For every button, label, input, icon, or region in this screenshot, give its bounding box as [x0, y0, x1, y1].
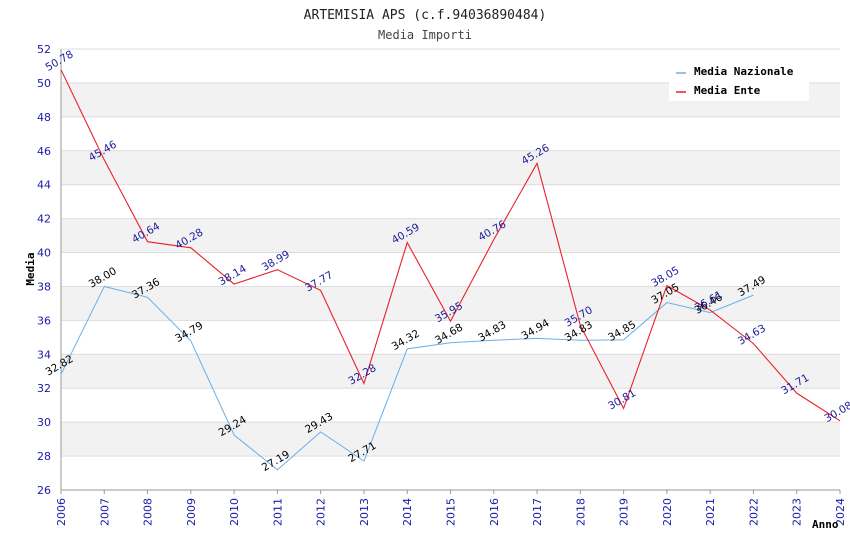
x-tick-label: 2020	[661, 498, 674, 526]
grid-lines	[61, 48, 840, 491]
legend-label-ente: Media Ente	[694, 84, 761, 97]
x-tick-label: 2021	[704, 498, 717, 526]
grid-band	[61, 422, 840, 457]
x-tick-label: 2014	[401, 498, 414, 526]
x-axis-label: Anno	[812, 518, 839, 531]
x-tick-label: 2019	[618, 498, 631, 526]
y-tick-label: 34	[37, 348, 51, 361]
grid-band	[61, 218, 840, 253]
x-tick-label: 2013	[358, 498, 371, 526]
grid-band	[61, 184, 840, 219]
x-tick-labels: 2006 2007 2008 2009 2010 2011 2012 2013 2014 2015…	[55, 490, 847, 526]
x-tick-label: 2022	[747, 498, 760, 526]
y-tick-label: 48	[37, 111, 51, 124]
chart-title: ARTEMISIA APS (c.f.94036890484)	[304, 8, 547, 23]
x-tick-label: 2015	[445, 498, 458, 526]
y-tick-label: 32	[37, 382, 51, 395]
grid-band	[61, 116, 840, 151]
y-tick-label: 30	[37, 416, 51, 429]
x-tick-label: 2023	[791, 498, 804, 526]
grid-band	[61, 354, 840, 389]
legend-label-nazionale: Media Nazionale	[694, 65, 794, 78]
y-tick-label: 42	[37, 213, 51, 226]
grid-band	[61, 252, 840, 287]
x-tick-label: 2009	[185, 498, 198, 526]
y-axis-label: Media	[24, 252, 37, 285]
series-lines	[60, 69, 841, 471]
y-tick-label: 46	[37, 145, 51, 158]
grid-band	[61, 320, 840, 355]
grid-band	[61, 388, 840, 423]
grid-band	[61, 150, 840, 185]
legend: Media Nazionale Media Ente	[669, 60, 809, 101]
grid-band	[61, 456, 840, 490]
y-tick-labels: 26 28 30 32 34 36 38 40 42 44 46 48 50 52	[37, 43, 51, 497]
x-tick-label: 2007	[98, 498, 111, 526]
y-tick-label: 40	[37, 247, 51, 260]
x-tick-label: 2017	[531, 498, 544, 526]
x-tick-label: 2018	[574, 498, 587, 526]
y-tick-label: 36	[37, 314, 51, 327]
x-tick-label: 2024	[834, 498, 847, 526]
y-tick-label: 52	[37, 43, 51, 56]
x-tick-label: 2016	[488, 498, 501, 526]
x-tick-label: 2011	[271, 498, 284, 526]
y-tick-label: 28	[37, 450, 51, 463]
y-tick-label: 50	[37, 77, 51, 90]
y-tick-label: 26	[37, 484, 51, 497]
legend-box	[669, 60, 809, 101]
x-tick-label: 2012	[315, 498, 328, 526]
grid-bands	[61, 49, 840, 490]
series-line-nazionale	[60, 285, 754, 471]
series-line-ente	[60, 69, 841, 422]
x-tick-label: 2010	[228, 498, 241, 526]
chart-subtitle: Media Importi	[378, 28, 472, 42]
y-tick-label: 38	[37, 280, 51, 293]
y-tick-label: 44	[37, 179, 51, 192]
grid-band	[61, 286, 840, 321]
x-tick-label: 2006	[55, 498, 68, 526]
x-tick-label: 2008	[142, 498, 155, 526]
